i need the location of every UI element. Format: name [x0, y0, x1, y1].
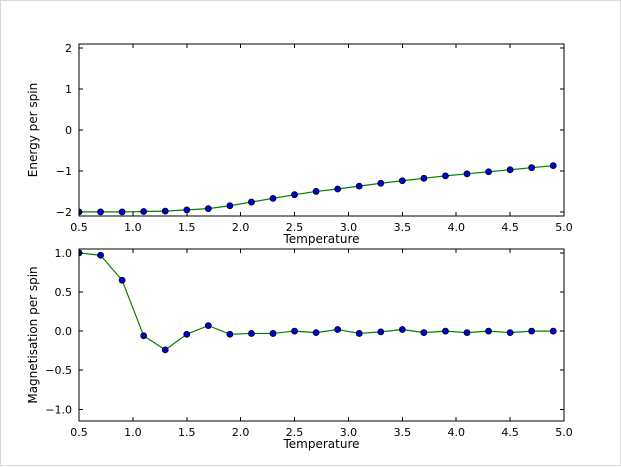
x-tick-label: 0.5 — [70, 426, 88, 439]
magnetisation-marker — [398, 326, 406, 333]
x-tick-label: 4.0 — [447, 221, 465, 234]
energy-marker — [528, 164, 536, 172]
energy-marker — [269, 194, 277, 202]
x-tick-label: 0.5 — [70, 221, 88, 234]
x-tick-label: 1.0 — [124, 221, 142, 234]
magnetisation-marker — [334, 326, 342, 333]
y-tick-label: −1 — [56, 165, 72, 178]
magnetisation-marker — [312, 329, 320, 337]
x-tick-label: 5.0 — [555, 221, 573, 234]
energy-spine — [78, 43, 565, 217]
energy-marker — [398, 177, 406, 185]
magnetisation-marker — [183, 330, 191, 338]
magnetisation-marker — [269, 330, 277, 337]
y-axis-label: Magnetisation per spin — [26, 266, 40, 403]
x-tick-label: 1.5 — [178, 221, 196, 234]
x-tick-label: 3.0 — [340, 426, 358, 439]
energy-marker — [312, 188, 320, 195]
x-tick-label: 3.5 — [394, 221, 412, 234]
magnetisation-series — [79, 249, 557, 354]
magnetisation-marker — [248, 330, 255, 337]
magnetisation-marker — [528, 327, 536, 335]
y-tick-label: −0.5 — [45, 364, 72, 377]
magnetisation-marker — [204, 322, 212, 330]
energy-series — [79, 162, 557, 216]
y-axis-label: Energy per spin — [26, 83, 40, 177]
x-tick-label: 1.0 — [124, 426, 142, 439]
energy-marker — [204, 205, 212, 213]
y-tick-label: 2 — [65, 42, 72, 55]
magnetisation-marker — [463, 329, 471, 337]
energy-marker — [463, 170, 471, 178]
y-tick-label: 1.0 — [55, 247, 73, 260]
magnetisation-marker — [226, 330, 234, 338]
magnetisation-marker — [420, 329, 428, 337]
x-tick-label: 1.5 — [178, 426, 196, 439]
energy-marker — [161, 207, 169, 215]
magnetisation-marker — [140, 332, 148, 340]
magnetisation-marker — [442, 327, 449, 335]
energy-marker — [334, 185, 342, 193]
y-tick-label: 0.0 — [55, 325, 73, 338]
magnetisation-marker — [485, 327, 492, 335]
x-tick-label: 2.5 — [286, 221, 304, 234]
x-tick-label: 2.0 — [232, 221, 250, 234]
energy-marker — [485, 168, 492, 176]
energy-marker — [549, 162, 557, 170]
energy-marker — [183, 206, 191, 214]
x-axis-label: Temperature — [282, 232, 359, 246]
energy-axes: 0.5 1.0 1.5 2.0 2.5 3.0 3.5 4.0 4.5 5.0 −2 −1 0 1 2 Tem… — [26, 42, 573, 246]
magnetisation-spine — [78, 248, 565, 422]
magnetisation-marker — [549, 327, 557, 335]
x-tick-label: 5.0 — [555, 426, 573, 439]
y-tick-label: 1 — [65, 83, 72, 96]
energy-marker — [97, 208, 104, 216]
energy-marker — [355, 182, 363, 190]
magnetisation-marker — [506, 329, 514, 337]
x-tick-label: 3.5 — [394, 426, 412, 439]
x-tick-label: 4.0 — [447, 426, 465, 439]
y-tick-label: −1.0 — [45, 403, 72, 416]
x-tick-label: 3.0 — [340, 221, 358, 234]
energy-marker — [226, 202, 234, 210]
y-tick-label: 0.5 — [55, 286, 73, 299]
energy-marker — [118, 208, 126, 216]
x-tick-label: 4.5 — [501, 221, 519, 234]
energy-marker — [248, 198, 255, 206]
x-axis-label: Temperature — [282, 437, 359, 451]
magnetisation-marker — [97, 251, 104, 259]
energy-marker — [506, 166, 514, 174]
energy-marker — [140, 208, 148, 215]
y-tick-label: −2 — [56, 206, 72, 219]
magnetisation-marker — [161, 346, 169, 354]
energy-marker — [420, 174, 428, 182]
magnetisation-marker — [355, 330, 363, 337]
x-tick-label: 2.5 — [286, 426, 304, 439]
x-tick-label: 2.0 — [232, 426, 250, 439]
energy-marker — [291, 191, 298, 199]
energy-marker — [377, 179, 385, 187]
x-tick-label: 4.5 — [501, 426, 519, 439]
magnetisation-marker — [291, 327, 298, 335]
magnetisation-marker — [118, 276, 126, 284]
magnetisation-marker — [377, 328, 385, 336]
energy-marker — [442, 172, 449, 180]
magnetisation-axes: 0.5 1.0 1.5 2.0 2.5 3.0 3.5 4.0 4.5 5.0 −1.0 −0.5 0.… — [26, 247, 573, 451]
y-tick-label: 0 — [65, 124, 72, 137]
